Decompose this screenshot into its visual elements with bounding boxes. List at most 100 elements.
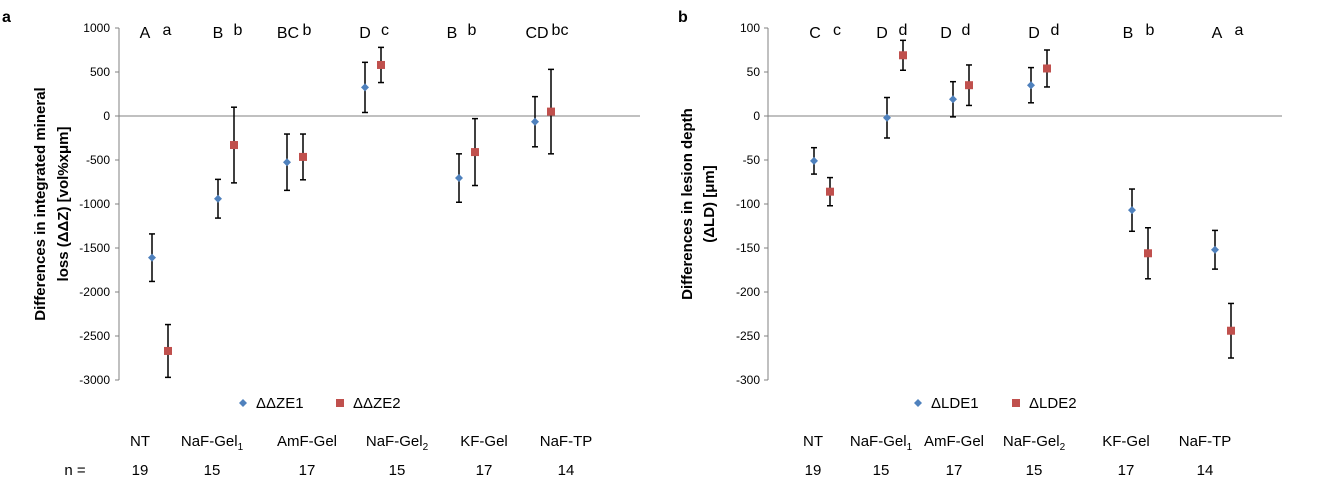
legend-marker-e2 (1012, 399, 1020, 407)
panel-label: a (2, 9, 11, 26)
data-point-e1 (148, 253, 156, 262)
y-tick-label: 1000 (83, 21, 110, 35)
group-name: NaF-TP (540, 433, 593, 450)
data-point-e2 (1144, 249, 1152, 258)
y-tick-label: -300 (736, 373, 760, 387)
y-tick-label: 50 (747, 65, 761, 79)
data-point-e2 (826, 187, 834, 196)
group-name: NaF-Gel2 (366, 433, 429, 453)
data-point-e1 (949, 95, 957, 104)
data-point-e2 (899, 51, 907, 60)
y-axis-label: Differences in lesion depth (679, 108, 696, 300)
data-point-e2 (164, 346, 172, 355)
y-tick-label: -3000 (79, 373, 110, 387)
significance-lower-label: b (1146, 22, 1155, 39)
group-name-subscript: 1 (907, 442, 913, 453)
y-tick-label: -1500 (79, 241, 110, 255)
group-name-subscript: 2 (1060, 442, 1066, 453)
significance-lower-label: c (381, 22, 389, 39)
y-tick-label: 0 (753, 109, 760, 123)
y-tick-label: -2000 (79, 285, 110, 299)
significance-upper-label: D (940, 25, 952, 42)
significance-lower-label: b (303, 22, 312, 39)
data-point-e2 (1043, 64, 1051, 73)
y-tick-label: -200 (736, 285, 760, 299)
data-point-e2 (377, 60, 385, 69)
significance-lower-label: b (468, 22, 477, 39)
y-tick-label: -1000 (79, 197, 110, 211)
group-n-count: 17 (946, 462, 963, 479)
group-n-count: 14 (558, 462, 575, 479)
data-point-e2 (547, 107, 555, 116)
significance-lower-label: d (962, 22, 971, 39)
group-name: NaF-TP (1179, 433, 1232, 450)
group-n-count: 17 (476, 462, 493, 479)
significance-upper-label: D (359, 25, 371, 42)
significance-upper-label: B (447, 25, 458, 42)
data-point-e1 (283, 158, 291, 167)
y-tick-label: -2500 (79, 329, 110, 343)
group-name: NT (803, 433, 823, 450)
group-n-count: 17 (1118, 462, 1135, 479)
group-name: NT (130, 433, 150, 450)
group-n-count: 17 (299, 462, 316, 479)
legend-marker-e1 (914, 399, 922, 407)
group-n-count: 15 (1026, 462, 1043, 479)
significance-upper-label: C (809, 25, 821, 42)
significance-upper-label: B (1123, 25, 1134, 42)
legend-marker-e2 (336, 399, 344, 407)
significance-upper-label: A (140, 25, 151, 42)
significance-lower-label: a (1235, 22, 1244, 39)
y-tick-label: 100 (740, 21, 760, 35)
n-label: n = (64, 462, 86, 479)
data-point-e1 (883, 113, 891, 122)
legend-label: ΔΔZE1 (256, 395, 304, 412)
significance-upper-label: CD (525, 25, 548, 42)
group-name: NaF-Gel1 (181, 433, 244, 453)
y-tick-label: -150 (736, 241, 760, 255)
y-axis-label: loss (ΔΔZ) [vol%xμm] (55, 127, 72, 282)
significance-upper-label: B (213, 25, 224, 42)
significance-lower-label: b (234, 22, 243, 39)
significance-upper-label: D (876, 25, 888, 42)
data-point-e1 (455, 174, 463, 183)
group-name: KF-Gel (460, 433, 508, 450)
y-tick-label: 500 (90, 65, 110, 79)
chart-panel-b: b 100 50 0 -50 -100 -150 -200 -250 -300 Difference… (678, 9, 1282, 479)
group-n-count: 15 (389, 462, 406, 479)
group-n-count: 15 (204, 462, 221, 479)
group-name: NaF-Gel2 (1003, 433, 1066, 453)
y-axis-label: (ΔLD) [μm] (701, 165, 718, 242)
y-tick-label: -500 (86, 153, 110, 167)
y-tick-label: 0 (103, 109, 110, 123)
panel-label: b (678, 9, 688, 26)
data-point-e1 (810, 156, 818, 165)
data-point-e1 (1128, 206, 1136, 215)
significance-upper-label: D (1028, 25, 1040, 42)
data-point-e1 (1027, 81, 1035, 90)
significance-upper-label: A (1212, 25, 1223, 42)
y-tick-label: -100 (736, 197, 760, 211)
data-point-e2 (965, 81, 973, 90)
significance-lower-label: c (833, 22, 841, 39)
y-axis-label: Differences in integrated mineral (32, 87, 49, 320)
group-name: NaF-Gel1 (850, 433, 913, 453)
group-name-subscript: 1 (238, 442, 244, 453)
data-point-e2 (1227, 326, 1235, 335)
significance-lower-label: d (899, 22, 908, 39)
legend-marker-e1 (239, 399, 247, 407)
group-name-subscript: 2 (423, 442, 429, 453)
data-point-e1 (531, 117, 539, 126)
legend-label: ΔLDE2 (1029, 395, 1077, 412)
group-n-count: 15 (873, 462, 890, 479)
group-name: AmF-Gel (924, 433, 984, 450)
group-n-count: 19 (132, 462, 149, 479)
legend-label: ΔΔZE2 (353, 395, 401, 412)
significance-lower-label: d (1051, 22, 1060, 39)
data-point-e2 (230, 141, 238, 150)
group-n-count: 14 (1197, 462, 1214, 479)
significance-upper-label: BC (277, 25, 299, 42)
data-point-e1 (214, 194, 222, 203)
significance-lower-label: a (163, 22, 172, 39)
